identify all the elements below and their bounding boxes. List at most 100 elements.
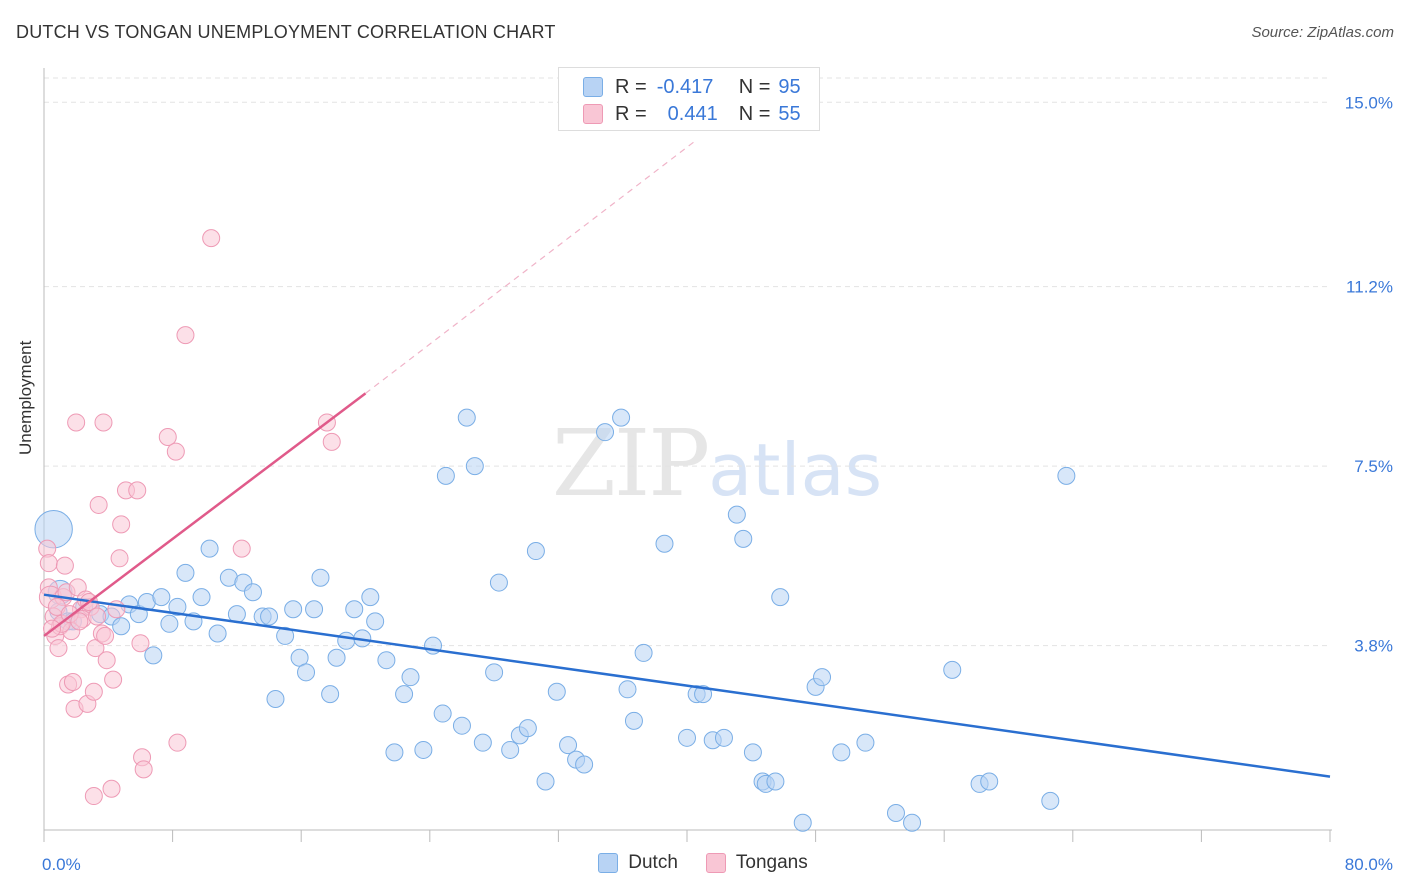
dutch-point (401, 668, 420, 687)
dutch-point (414, 740, 433, 759)
tongan-trendline-extension (365, 140, 696, 394)
dutch-point (559, 736, 578, 755)
dutch-point (260, 607, 279, 626)
tongan-point (97, 651, 116, 670)
dutch-point (727, 505, 746, 524)
dutch-point (734, 529, 753, 548)
dutch-point (714, 728, 733, 747)
r-value: -0.417 (656, 75, 714, 98)
dutch-point (465, 457, 484, 476)
legend-item-tongan[interactable]: Tongans (705, 852, 808, 874)
dutch-point (276, 626, 295, 645)
dutch-point (152, 588, 171, 607)
tongan-point (166, 442, 185, 461)
dutch-point (526, 542, 545, 561)
y-tick-label: 7.5% (1354, 457, 1393, 476)
tongan-point (131, 634, 150, 653)
tongan-point (104, 670, 123, 689)
dutch-point (385, 743, 404, 762)
watermark-atlas: atlas (708, 428, 883, 512)
tongan-point (176, 326, 195, 345)
dutch-point (489, 573, 508, 592)
dutch-point (361, 588, 380, 607)
dutch-point (536, 772, 555, 791)
dutch-point (1057, 466, 1076, 485)
tongan-point (168, 733, 187, 752)
y-tick-label: 11.2% (1346, 278, 1393, 297)
dutch-point (547, 682, 566, 701)
dutch-point (311, 568, 330, 587)
dutch-point (176, 563, 195, 582)
dutch-point (112, 617, 131, 636)
tongan-point (84, 787, 103, 806)
r-value: 0.441 (667, 102, 718, 125)
dutch-point (575, 755, 594, 774)
tongan-point (89, 495, 108, 514)
x-tick-label: 0.0% (42, 855, 81, 874)
dutch-point (284, 600, 303, 619)
dutch-swatch (583, 77, 603, 97)
dutch-point (144, 646, 163, 665)
dutch-point (160, 614, 179, 633)
dutch-point (832, 743, 851, 762)
dutch-point (208, 624, 227, 643)
x-tick-label: 80.0% (1345, 855, 1393, 874)
r-label: R = (615, 75, 647, 98)
dutch-point (192, 588, 211, 607)
tongan-point (96, 626, 115, 645)
y-axis-label: Unemployment (16, 340, 35, 455)
dutch-point (618, 680, 637, 699)
dutch-point (743, 743, 762, 762)
legend-item-dutch[interactable]: Dutch (598, 852, 678, 874)
watermark-zip: ZIP (552, 410, 710, 517)
dutch-point (624, 711, 643, 730)
tongan-point (63, 673, 82, 692)
dutch-point (395, 685, 414, 704)
dutch-point (266, 690, 285, 709)
legend-row-tongan: R = 0.441 N = 55 (559, 101, 801, 127)
dutch-point (243, 583, 262, 602)
tongan-point (70, 612, 89, 631)
dutch-swatch (598, 853, 619, 873)
tongan-point (88, 607, 107, 626)
source-label: Source: ZipAtlas.com (1251, 24, 1394, 41)
n-value: 95 (778, 75, 801, 98)
dutch-point (337, 631, 356, 650)
chart-title: DUTCH VS TONGAN UNEMPLOYMENT CORRELATION… (16, 22, 556, 42)
tongan-point (84, 682, 103, 701)
tongan-point (134, 760, 153, 779)
dutch-point (345, 600, 364, 619)
legend-label-tongan: Tongans (735, 852, 808, 873)
dutch-point (501, 740, 520, 759)
watermark: ZIPatlas (552, 410, 882, 517)
tongan-point (202, 229, 221, 248)
dutch-point (436, 466, 455, 485)
dutch-point (634, 643, 653, 662)
dutch-point (327, 648, 346, 667)
legend-label-dutch: Dutch (628, 852, 678, 873)
dutch-point (980, 772, 999, 791)
y-tick-label: 3.8% (1354, 637, 1393, 656)
dutch-point (34, 510, 73, 549)
dutch-point (433, 704, 452, 723)
dutch-point (596, 423, 615, 442)
tongan-point (94, 413, 113, 432)
correlation-legend: R = -0.417 N = 95 R = 0.441 N = 55 (558, 67, 820, 131)
dutch-point (200, 539, 219, 558)
r-label: R = (615, 102, 647, 125)
tongan-point (67, 413, 86, 432)
y-tick-label: 15.0% (1345, 93, 1393, 112)
tongan-trendline (43, 392, 367, 637)
dutch-point (366, 612, 385, 631)
dutch-point (856, 733, 875, 752)
dutch-point (903, 813, 922, 832)
tongan-point (128, 481, 147, 500)
tongan-point (102, 779, 121, 798)
n-value: 55 (778, 102, 801, 125)
dutch-point (457, 408, 476, 427)
dutch-point (473, 733, 492, 752)
dutch-point (297, 663, 316, 682)
dutch-point (813, 668, 832, 687)
legend-row-dutch: R = -0.417 N = 95 (559, 74, 801, 100)
